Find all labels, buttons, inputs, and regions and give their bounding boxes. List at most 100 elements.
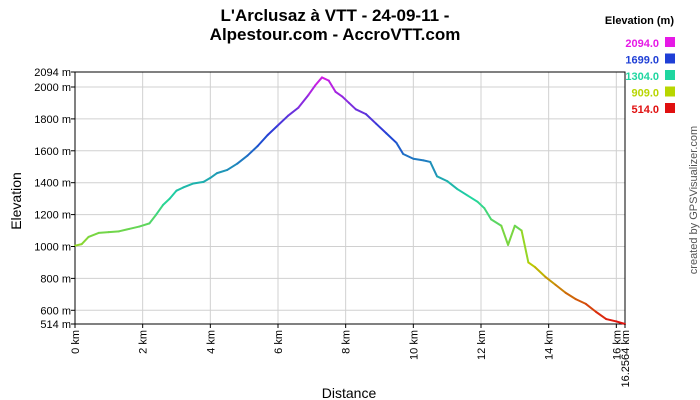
elevation-segment (155, 204, 164, 216)
elevation-segment (476, 200, 486, 210)
elevation-segment (584, 302, 598, 313)
elevation-segment (395, 141, 405, 155)
legend-title: Elevation (m) (605, 15, 674, 27)
elevation-segment (246, 145, 259, 157)
credit-text: created by GPSVisualizer.com (688, 126, 700, 274)
elevation-segment (276, 114, 290, 127)
elevation-segment (266, 124, 279, 136)
elevation-segment (605, 318, 618, 323)
elevation-segment (402, 152, 415, 160)
elevation-segment (74, 243, 83, 247)
elevation-segment (87, 231, 100, 238)
x-tick-label: 0 km (70, 330, 82, 354)
y-axis-label: Elevation (8, 172, 24, 230)
elevation-segment (182, 182, 195, 189)
x-tick-label: 16.2564 km (620, 330, 632, 387)
elevation-segment (138, 222, 151, 228)
legend-value: 2094.0 (625, 38, 659, 50)
x-tick-label: 2 km (138, 330, 150, 354)
y-tick-label: 514 m (40, 319, 71, 331)
elevation-segment (507, 224, 516, 246)
elevation-segment (287, 106, 300, 117)
x-tick-label: 14 km (544, 330, 556, 360)
elevation-segment (574, 298, 587, 305)
elevation-segment (297, 93, 310, 109)
elevation-segment (436, 175, 449, 183)
elevation-segment (80, 235, 90, 246)
elevation-segment (202, 176, 212, 183)
plot-border (74, 71, 626, 325)
x-tick-label: 8 km (341, 330, 353, 354)
x-tick-label: 4 km (205, 330, 217, 354)
legend-value: 1304.0 (625, 71, 659, 83)
y-tick-label: 1600 m (34, 146, 71, 158)
elevation-segment (385, 132, 398, 144)
elevation-segment (334, 90, 344, 98)
y-tick-label: 2094 m (34, 67, 71, 79)
legend-value: 514.0 (631, 104, 659, 116)
elevation-segment (341, 95, 351, 104)
legend-value: 909.0 (631, 88, 659, 100)
elevation-segment (209, 172, 219, 179)
elevation-segment (175, 186, 185, 192)
elevation-segment (307, 84, 317, 96)
legend-swatch (665, 37, 675, 47)
x-tick-label: 10 km (408, 330, 420, 360)
elevation-segment (236, 154, 249, 165)
elevation-segment (429, 160, 439, 178)
elevation-segment (422, 159, 432, 163)
y-tick-label: 800 m (40, 273, 71, 285)
plot-frame (74, 71, 626, 325)
elevation-segment (226, 162, 239, 171)
y-tick-label: 600 m (40, 305, 71, 317)
elevation-segment (320, 76, 330, 82)
elevation-segment (354, 108, 367, 116)
legend-swatch (665, 70, 675, 80)
elevation-segment (412, 157, 425, 162)
elevation-segment (456, 188, 469, 197)
legend-value: 1699.0 (625, 55, 659, 67)
grid-lines (74, 71, 626, 325)
elevation-segment (256, 133, 269, 148)
elevation-segment (314, 76, 323, 87)
elevation-segment (615, 320, 626, 325)
elevation-segment (107, 230, 120, 234)
elevation-segment (466, 194, 479, 203)
y-tick-label: 1400 m (34, 178, 71, 190)
x-axis-label: Distance (322, 385, 377, 400)
legend-swatch (665, 103, 675, 113)
y-axis-ticks: 514 m 600 m 800 m 1000 m 1200 m 1400 m 1600 m 1… (34, 67, 75, 331)
elevation-segment (161, 197, 171, 207)
elevation-segment (348, 101, 357, 111)
x-tick-label: 12 km (476, 330, 488, 360)
y-tick-label: 1000 m (34, 241, 71, 253)
elevation-segment (375, 122, 388, 135)
elevation-segment (327, 79, 337, 93)
elevation-segment (446, 180, 459, 191)
elevation-segment (117, 227, 131, 233)
elevation-segment (534, 266, 547, 278)
elevation-segment (595, 310, 608, 321)
elevation-segment (564, 291, 577, 301)
elevation-segment (216, 168, 229, 175)
elevation-segment (554, 283, 567, 294)
elevation-segment (192, 180, 205, 185)
elevation-segment (148, 213, 158, 225)
elevation-segment (97, 231, 110, 234)
x-tick-label: 6 km (273, 330, 285, 354)
chart-title-line2: Alpestour.com - AccroVTT.com (210, 25, 461, 44)
y-tick-label: 1800 m (34, 114, 71, 126)
chart-title-line1: L'Arclusaz à VTT - 24-09-11 - (221, 6, 450, 25)
legend: 2094.0 1699.0 1304.0 909.0 514.0 (625, 37, 675, 116)
elevation-series (74, 76, 626, 325)
elevation-segment (500, 224, 510, 246)
x-tick-label: 16 km (611, 330, 623, 360)
elevation-segment (364, 113, 378, 125)
elevation-segment (483, 207, 493, 221)
elevation-segment (520, 229, 530, 264)
legend-swatch (665, 86, 675, 97)
elevation-segment (128, 225, 141, 230)
y-tick-label: 2000 m (34, 82, 71, 94)
x-axis-ticks: 0 km 2 km 4 km 6 km 8 km 10 km 12 km 14 km 16 km… (70, 324, 632, 387)
